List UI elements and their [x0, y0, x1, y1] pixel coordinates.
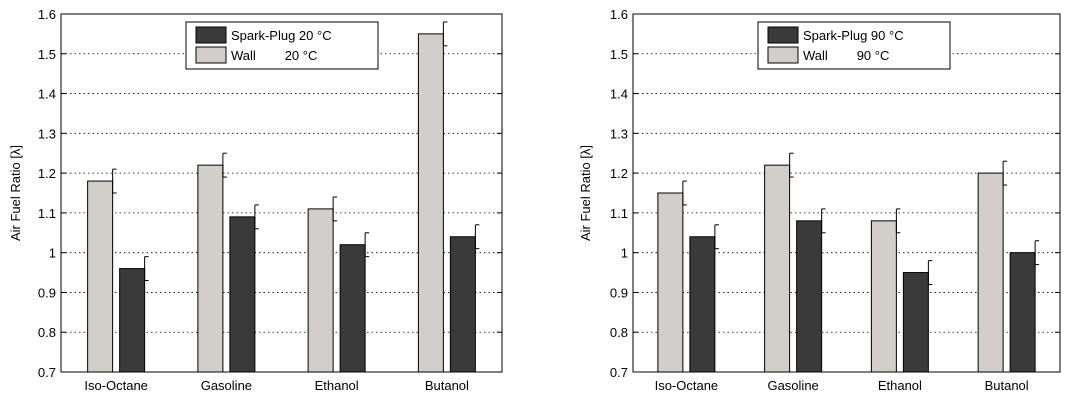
- legend-label-wall: Wall 90 °C: [803, 48, 889, 63]
- x-tick-label: Butanol: [985, 378, 1029, 393]
- y-tick-label: 1.4: [38, 87, 56, 102]
- y-tick-label: 0.9: [38, 285, 56, 300]
- y-tick-label: 1.6: [610, 7, 628, 22]
- y-tick-label: 0.7: [610, 365, 628, 380]
- y-tick-label: 0.8: [610, 325, 628, 340]
- chart-panel-spark-plug-wall-20c: 0.7 0.8 0.9 1 1.1 1.2 1.3 1.4 1.5 1.6 Air Fuel Rat…: [0, 0, 532, 401]
- x-tick-label: Iso-Octane: [84, 378, 148, 393]
- bar-spark-plug-iso-octane: [689, 236, 716, 373]
- legend: Spark-Plug 90 °C Wall 90 °C: [757, 21, 951, 70]
- bar-spark-plug-butanol: [1009, 252, 1036, 373]
- y-tick-label: 1.3: [610, 126, 628, 141]
- y-tick-label: 1.2: [610, 166, 628, 181]
- legend-swatch-wall: [767, 46, 799, 64]
- legend-swatch-spark-plug: [195, 26, 227, 44]
- y-tick-label: 1.5: [610, 47, 628, 62]
- legend-label-wall: Wall 20 °C: [231, 48, 317, 63]
- y-axis-label: Air Fuel Ratio [λ]: [578, 145, 593, 241]
- y-tick-label: 0.8: [38, 325, 56, 340]
- bar-spark-plug-ethanol: [339, 244, 366, 373]
- legend-swatch-wall: [195, 46, 227, 64]
- y-tick-label: 1.1: [38, 206, 56, 221]
- y-tick-label: 1.4: [610, 87, 628, 102]
- bar-chart-90c: 0.7 0.8 0.9 1 1.1 1.2 1.3 1.4 1.5 1.6 Air Fuel Rat…: [578, 7, 1061, 393]
- x-tick-label: Ethanol: [878, 378, 922, 393]
- bar-wall-butanol: [977, 172, 1004, 373]
- chart-panel-spark-plug-wall-90c: 0.7 0.8 0.9 1 1.1 1.2 1.3 1.4 1.5 1.6 Air Fuel Rat…: [572, 0, 1065, 401]
- bar-wall-iso-octane: [87, 180, 114, 373]
- legend-swatch-spark-plug: [767, 26, 799, 44]
- bar-wall-ethanol: [307, 208, 334, 373]
- bar-spark-plug-iso-octane: [119, 268, 146, 373]
- bar-wall-ethanol: [870, 220, 897, 373]
- y-axis-label: Air Fuel Ratio [λ]: [8, 145, 23, 241]
- legend-label-spark-plug: Spark-Plug 20 °C: [231, 28, 332, 43]
- y-tick-label: 1.1: [610, 206, 628, 221]
- bar-spark-plug-ethanol: [902, 272, 929, 373]
- bar-spark-plug-gasoline: [796, 220, 823, 373]
- x-tick-label: Iso-Octane: [655, 378, 719, 393]
- y-tick-label: 1.2: [38, 166, 56, 181]
- legend: Spark-Plug 20 °C Wall 20 °C: [185, 21, 379, 70]
- y-tick-label: 1: [49, 246, 56, 261]
- plot-frame: [60, 13, 503, 373]
- bar-wall-gasoline: [197, 164, 224, 373]
- bar-chart-20c: 0.7 0.8 0.9 1 1.1 1.2 1.3 1.4 1.5 1.6 Air Fuel Rat…: [8, 7, 503, 393]
- plot-frame: [632, 13, 1061, 373]
- y-tick-label: 1.5: [38, 47, 56, 62]
- x-tick-label: Gasoline: [201, 378, 252, 393]
- y-tick-label: 0.7: [38, 365, 56, 380]
- bar-wall-butanol: [417, 33, 444, 373]
- legend-label-spark-plug: Spark-Plug 90 °C: [803, 28, 904, 43]
- x-tick-label: Butanol: [425, 378, 469, 393]
- bar-wall-iso-octane: [657, 192, 684, 373]
- x-tick-label: Gasoline: [767, 378, 818, 393]
- bar-wall-gasoline: [764, 164, 791, 373]
- x-tick-label: Ethanol: [315, 378, 359, 393]
- bar-spark-plug-butanol: [449, 236, 476, 373]
- y-tick-label: 1.6: [38, 7, 56, 22]
- y-tick-label: 1: [621, 246, 628, 261]
- bar-spark-plug-gasoline: [229, 216, 256, 373]
- y-tick-label: 0.9: [610, 285, 628, 300]
- y-tick-label: 1.3: [38, 126, 56, 141]
